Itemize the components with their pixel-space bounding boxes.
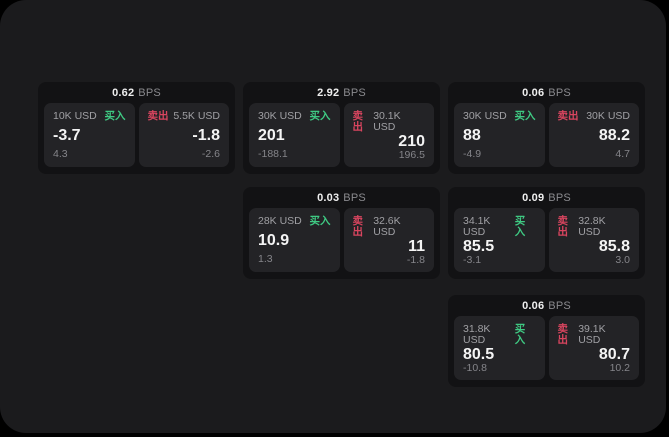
bps-value: 0.09 bbox=[522, 191, 545, 204]
sell-sub-value: -2.6 bbox=[201, 148, 220, 160]
buy-label: 买入 bbox=[309, 215, 331, 227]
buy-amount: 31.8K USD bbox=[463, 323, 491, 346]
buy-label: 买入 bbox=[514, 215, 526, 238]
bps-unit: BPS bbox=[343, 191, 366, 204]
sell-sub-value: 196.5 bbox=[398, 149, 425, 161]
sell-quote-tile[interactable]: 卖出 39.1K USD 80.7 10.2 bbox=[548, 316, 639, 380]
quote-tiles: 30K USD 买入 201 -188.1 卖出 30.1K USD 210 1… bbox=[249, 103, 434, 167]
sell-sub-value: 4.7 bbox=[615, 148, 630, 160]
quote-card: 0.06 BPS 31.8K USD 买入 80.5 -10.8 卖出 39.1… bbox=[448, 295, 645, 387]
card-header: 2.92 BPS bbox=[243, 82, 440, 103]
quote-tiles: 28K USD 买入 10.9 1.3 卖出 32.6K USD 11 -1.8 bbox=[249, 208, 434, 272]
card-header: 0.06 BPS bbox=[448, 295, 645, 316]
quote-tiles: 34.1K USD 买入 85.5 -3.1 卖出 32.8K USD 85.8… bbox=[454, 208, 639, 272]
quote-tiles: 10K USD 买入 -3.7 4.3 卖出 5.5K USD -1.8 -2.… bbox=[44, 103, 229, 167]
quote-card: 0.03 BPS 28K USD 买入 10.9 1.3 卖出 32.6K US… bbox=[243, 187, 440, 279]
buy-amount: 30K USD bbox=[463, 110, 507, 122]
buy-sub-value: -188.1 bbox=[258, 148, 288, 160]
quote-card: 0.62 BPS 10K USD 买入 -3.7 4.3 卖出 5.5K USD… bbox=[38, 82, 235, 174]
sell-label: 卖出 bbox=[147, 110, 169, 122]
sell-quote-tile[interactable]: 卖出 30.1K USD 210 196.5 bbox=[343, 103, 434, 167]
quote-card: 0.09 BPS 34.1K USD 买入 85.5 -3.1 卖出 32.8K… bbox=[448, 187, 645, 279]
sell-price: 80.7 bbox=[598, 346, 630, 363]
sell-amount: 32.8K USD bbox=[578, 215, 606, 238]
bps-unit: BPS bbox=[548, 191, 571, 204]
sell-label: 卖出 bbox=[557, 215, 569, 238]
card-header: 0.06 BPS bbox=[448, 82, 645, 103]
sell-price: 11 bbox=[408, 238, 425, 255]
buy-label: 买入 bbox=[514, 323, 526, 346]
buy-amount: 34.1K USD bbox=[463, 215, 491, 238]
buy-price: -3.7 bbox=[53, 127, 81, 144]
bps-unit: BPS bbox=[548, 299, 571, 312]
buy-sub-value: 4.3 bbox=[53, 148, 68, 160]
buy-amount: 30K USD bbox=[258, 110, 302, 122]
sell-price: 85.8 bbox=[598, 238, 630, 255]
sell-amount: 30K USD bbox=[586, 110, 630, 122]
sell-amount: 32.6K USD bbox=[373, 215, 401, 238]
sell-quote-tile[interactable]: 卖出 5.5K USD -1.8 -2.6 bbox=[138, 103, 229, 167]
sell-quote-tile[interactable]: 卖出 32.8K USD 85.8 3.0 bbox=[548, 208, 639, 272]
sell-label: 卖出 bbox=[557, 110, 579, 122]
quote-card: 0.06 BPS 30K USD 买入 88 -4.9 卖出 30K USD 8… bbox=[448, 82, 645, 174]
sell-sub-value: 3.0 bbox=[615, 254, 630, 266]
sell-price: 210 bbox=[398, 133, 425, 150]
buy-quote-tile[interactable]: 34.1K USD 买入 85.5 -3.1 bbox=[454, 208, 545, 272]
buy-sub-value: 1.3 bbox=[258, 253, 273, 265]
quote-tiles: 31.8K USD 买入 80.5 -10.8 卖出 39.1K USD 80.… bbox=[454, 316, 639, 380]
sell-amount: 30.1K USD bbox=[373, 110, 401, 133]
sell-label: 卖出 bbox=[352, 110, 364, 133]
sell-label: 卖出 bbox=[352, 215, 364, 238]
sell-sub-value: -1.8 bbox=[406, 254, 425, 266]
quote-tiles: 30K USD 买入 88 -4.9 卖出 30K USD 88.2 4.7 bbox=[454, 103, 639, 167]
sell-amount: 39.1K USD bbox=[578, 323, 606, 346]
buy-price: 201 bbox=[258, 127, 285, 144]
bps-unit: BPS bbox=[138, 86, 161, 99]
sell-sub-value: 10.2 bbox=[609, 362, 630, 374]
buy-price: 80.5 bbox=[463, 346, 495, 363]
buy-price: 85.5 bbox=[463, 238, 495, 255]
bps-value: 0.06 bbox=[522, 299, 545, 312]
buy-price: 10.9 bbox=[258, 232, 290, 249]
buy-label: 买入 bbox=[104, 110, 126, 122]
buy-amount: 10K USD bbox=[53, 110, 97, 122]
card-header: 0.09 BPS bbox=[448, 187, 645, 208]
buy-quote-tile[interactable]: 31.8K USD 买入 80.5 -10.8 bbox=[454, 316, 545, 380]
buy-sub-value: -3.1 bbox=[463, 254, 482, 266]
sell-price: 88.2 bbox=[598, 127, 630, 144]
bps-value: 2.92 bbox=[317, 86, 340, 99]
card-header: 0.62 BPS bbox=[38, 82, 235, 103]
bps-value: 0.62 bbox=[112, 86, 135, 99]
buy-quote-tile[interactable]: 10K USD 买入 -3.7 4.3 bbox=[44, 103, 135, 167]
sell-quote-tile[interactable]: 卖出 30K USD 88.2 4.7 bbox=[548, 103, 639, 167]
bps-unit: BPS bbox=[343, 86, 366, 99]
buy-sub-value: -10.8 bbox=[463, 362, 487, 374]
sell-label: 卖出 bbox=[557, 323, 569, 346]
buy-label: 买入 bbox=[309, 110, 331, 122]
bps-unit: BPS bbox=[548, 86, 571, 99]
sell-price: -1.8 bbox=[192, 127, 220, 144]
buy-quote-tile[interactable]: 28K USD 买入 10.9 1.3 bbox=[249, 208, 340, 272]
buy-quote-tile[interactable]: 30K USD 买入 88 -4.9 bbox=[454, 103, 545, 167]
card-header: 0.03 BPS bbox=[243, 187, 440, 208]
buy-amount: 28K USD bbox=[258, 215, 302, 227]
quote-card: 2.92 BPS 30K USD 买入 201 -188.1 卖出 30.1K … bbox=[243, 82, 440, 174]
bps-value: 0.03 bbox=[317, 191, 340, 204]
buy-sub-value: -4.9 bbox=[463, 148, 482, 160]
bps-value: 0.06 bbox=[522, 86, 545, 99]
buy-price: 88 bbox=[463, 127, 481, 144]
buy-quote-tile[interactable]: 30K USD 买入 201 -188.1 bbox=[249, 103, 340, 167]
sell-quote-tile[interactable]: 卖出 32.6K USD 11 -1.8 bbox=[343, 208, 434, 272]
buy-label: 买入 bbox=[514, 110, 536, 122]
sell-amount: 5.5K USD bbox=[173, 110, 220, 122]
